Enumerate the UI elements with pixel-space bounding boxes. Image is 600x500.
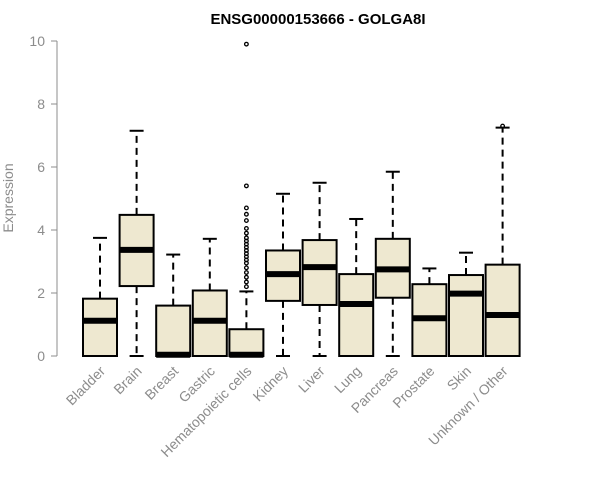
box-gastric (191, 237, 228, 358)
outlier-point (243, 41, 249, 47)
x-tick-label: Liver (295, 363, 328, 396)
outlier-point (243, 270, 249, 275)
y-tick-label: 10 (29, 33, 45, 49)
x-tick-label: Bladder (63, 363, 109, 409)
y-axis: 0 2 4 6 8 10 (29, 33, 58, 364)
y-tick-label: 8 (37, 96, 45, 112)
box-body (448, 274, 484, 358)
y-tick-label: 2 (37, 285, 45, 301)
outlier-point (243, 284, 249, 290)
box-bladder (82, 236, 118, 358)
y-axis-label: Expression (0, 163, 16, 232)
outlier-point (243, 235, 249, 241)
box-liver (301, 181, 338, 357)
box-brain (118, 129, 155, 357)
outlier-point (243, 183, 249, 189)
boxes (82, 41, 521, 358)
outlier-point (243, 218, 249, 223)
y-tick-label: 0 (37, 348, 45, 364)
outlier-point (243, 205, 249, 211)
outlier-point (243, 230, 249, 236)
y-tick-label: 6 (37, 159, 45, 175)
box-kidney (265, 192, 301, 357)
x-tick-label: Skin (444, 363, 475, 394)
box-body (301, 239, 338, 306)
box-pancreas (374, 170, 411, 357)
y-tick-label: 4 (37, 222, 45, 238)
x-tick-label: Breast (141, 363, 181, 403)
box-prostate (411, 267, 448, 357)
x-tick-label: Brain (110, 363, 144, 397)
outlier-point (243, 225, 249, 231)
box-body (155, 304, 192, 358)
chart-title: ENSG00000153666 - GOLGA8I (210, 11, 425, 28)
x-tick-label: Kidney (250, 363, 292, 405)
box-body (82, 297, 118, 358)
outlier-point (243, 274, 249, 280)
box-lung (338, 217, 375, 358)
outlier-point (243, 265, 249, 271)
box-body (484, 263, 521, 357)
outlier-point (243, 211, 249, 217)
box-unknown-other (484, 123, 521, 357)
box-body (338, 273, 375, 358)
outlier-point (500, 123, 506, 129)
x-tick-label: Lung (331, 363, 364, 396)
box-skin (448, 251, 484, 358)
box-breast (155, 253, 192, 358)
outlier-point (243, 279, 249, 285)
box-hematopoietic-cells (228, 41, 265, 358)
